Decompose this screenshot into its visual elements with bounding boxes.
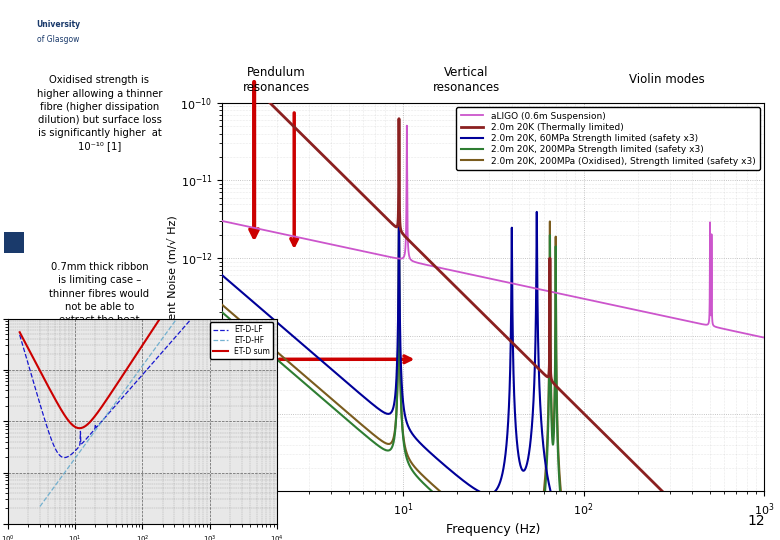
ET-D-HF <box>178 307 187 314</box>
ET-D sum <box>106 390 115 397</box>
Text: Vertical
resonances: Vertical resonances <box>433 66 500 94</box>
ET-D sum <box>165 301 174 308</box>
ET-D-HF <box>225 244 234 250</box>
FancyBboxPatch shape <box>3 4 116 57</box>
ET-D-LF <box>204 296 213 302</box>
ET-D-HF <box>165 326 174 332</box>
Text: Performance of a 20K Silicon Suspension: Performance of a 20K Silicon Suspension <box>108 17 780 44</box>
ET-D-HF <box>204 272 213 278</box>
ET-D sum <box>225 210 234 217</box>
ET-D-LF <box>225 273 234 279</box>
Line: ET-D-LF: ET-D-LF <box>20 221 277 457</box>
ET-D sum <box>272 137 282 144</box>
Legend: ET-D-LF, ET-D-HF, ET-D sum: ET-D-LF, ET-D-HF, ET-D sum <box>210 322 273 359</box>
Text: Pendulum
resonances: Pendulum resonances <box>243 66 310 94</box>
ET-D-LF <box>165 341 174 347</box>
Text: Oxidised strength is
higher allowing a thinner
fibre (higher dissipation
dilutio: Oxidised strength is higher allowing a t… <box>37 76 162 151</box>
ET-D sum <box>204 241 213 248</box>
Line: ET-D sum: ET-D sum <box>20 140 277 428</box>
Text: Violin modes: Violin modes <box>629 73 704 86</box>
ET-D-LF <box>106 408 115 414</box>
Bar <box>4 232 24 253</box>
Text: of Glasgow: of Glasgow <box>37 35 80 44</box>
Legend: aLIGO (0.6m Suspension), 2.0m 20K (Thermally limited), 2.0m 20K, 60MPa Strength : aLIGO (0.6m Suspension), 2.0m 20K (Therm… <box>456 107 760 170</box>
X-axis label: Frequency (Hz): Frequency (Hz) <box>446 523 541 536</box>
Text: 12: 12 <box>748 514 765 528</box>
Line: ET-D-HF: ET-D-HF <box>40 181 277 507</box>
Text: University: University <box>37 20 80 29</box>
ET-D-HF <box>272 178 282 185</box>
ET-D sum <box>52 399 62 405</box>
ET-D sum <box>178 280 187 287</box>
ET-D-HF <box>52 480 62 487</box>
ET-D-LF <box>272 218 282 224</box>
ET-D-LF <box>52 448 62 455</box>
Text: 0.7mm thick ribbon
is limiting case –
thinner fibres would
not be able to
extrac: 0.7mm thick ribbon is limiting case – th… <box>49 262 150 338</box>
ET-D-HF <box>106 406 115 413</box>
Text: 0: 0 <box>183 499 190 509</box>
Y-axis label: Displacement Noise (m/√ Hz): Displacement Noise (m/√ Hz) <box>166 215 178 379</box>
ET-D-LF <box>178 326 187 332</box>
